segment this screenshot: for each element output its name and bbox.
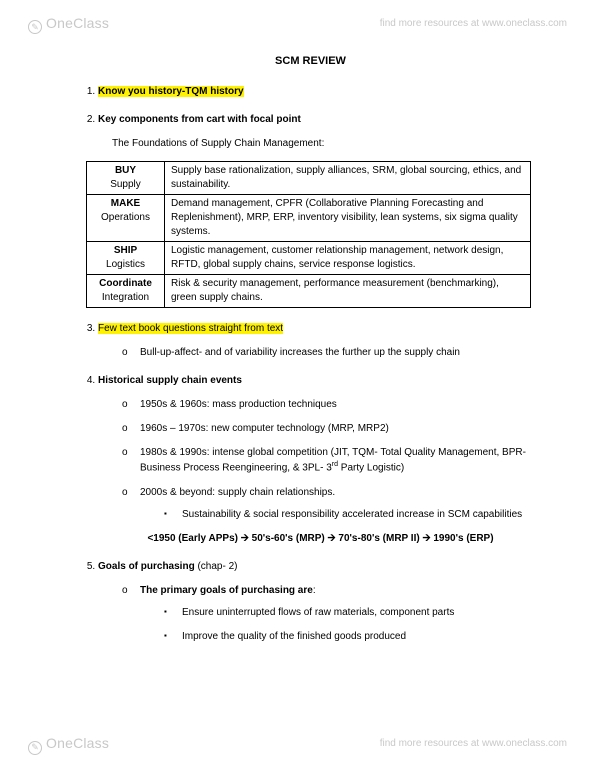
page-footer: ✎ OneClass find more resources at www.on… [0, 724, 595, 764]
goals-head: The primary goals of purchasing are: Ens… [122, 584, 543, 644]
list-item-1: Know you history-TQM history [98, 85, 543, 99]
goal-1: Ensure uninterrupted flows of raw materi… [164, 606, 543, 620]
foundations-heading: The Foundations of Supply Chain Manageme… [112, 137, 543, 151]
hist-bullet-4-sub-1: Sustainability & social responsibility a… [164, 508, 543, 522]
brand-logo: ✎ OneClass [28, 14, 109, 34]
item5-text: Goals of purchasing [98, 561, 195, 572]
hist-bullet-3: 1980s & 1990s: intense global competitio… [122, 446, 543, 475]
main-list: Know you history-TQM history Key compone… [78, 85, 543, 643]
goal-2: Improve the quality of the finished good… [164, 630, 543, 644]
foundations-table: BUYSupply Supply base rationalization, s… [86, 161, 531, 308]
logo-text-class: Class [73, 15, 109, 31]
item1-text: Know you history-TQM history [98, 86, 244, 97]
logo-text-class: Class [73, 735, 109, 751]
logo-icon: ✎ [28, 20, 42, 34]
list-item-5: Goals of purchasing (chap- 2) The primar… [98, 560, 543, 644]
page-header: ✎ OneClass find more resources at www.on… [0, 4, 595, 44]
logo-text-one: One [46, 15, 73, 31]
footer-tagline: find more resources at www.oneclass.com [380, 737, 567, 751]
hist-bullet-1: 1950s & 1960s: mass production technique… [122, 398, 543, 412]
item3-text: Few text book questions straight from te… [98, 323, 283, 334]
cell-desc: Supply base rationalization, supply alli… [165, 162, 531, 195]
cell-sub: Integration [102, 292, 149, 303]
list-item-2: Key components from cart with focal poin… [98, 113, 543, 308]
document-content: SCM REVIEW Know you history-TQM history … [78, 54, 543, 658]
cell-desc: Demand management, CPFR (Collaborative P… [165, 195, 531, 242]
cell-sub: Operations [101, 212, 150, 223]
list-item-4: Historical supply chain events 1950s & 1… [98, 374, 543, 545]
list-item-3: Few text book questions straight from te… [98, 322, 543, 360]
header-tagline: find more resources at www.oneclass.com [380, 17, 567, 31]
hist-bullet-2: 1960s – 1970s: new computer technology (… [122, 422, 543, 436]
logo-text-one: One [46, 735, 73, 751]
logo-icon: ✎ [28, 741, 42, 755]
table-row: SHIPLogistics Logistic management, custo… [87, 242, 531, 275]
cell-cat: MAKE [93, 197, 158, 211]
table-row: CoordinateIntegration Risk & security ma… [87, 275, 531, 308]
table-row: MAKEOperations Demand management, CPFR (… [87, 195, 531, 242]
cell-cat: SHIP [93, 244, 158, 258]
cell-desc: Risk & security management, performance … [165, 275, 531, 308]
timeline-text: <1950 (Early APPs) 🡪 50's-60's (MRP) 🡪 7… [98, 532, 543, 546]
cell-cat: Coordinate [93, 277, 158, 291]
table-row: BUYSupply Supply base rationalization, s… [87, 162, 531, 195]
cell-desc: Logistic management, customer relationsh… [165, 242, 531, 275]
brand-logo-footer: ✎ OneClass [28, 734, 109, 754]
hist-bullet-4: 2000s & beyond: supply chain relationshi… [122, 486, 543, 522]
item3-bullet-1: Bull-up-affect- and of variability incre… [122, 346, 543, 360]
cell-cat: BUY [93, 164, 158, 178]
cell-sub: Logistics [106, 259, 145, 270]
doc-title: SCM REVIEW [78, 54, 543, 69]
item4-text: Historical supply chain events [98, 375, 242, 386]
item5-chap: (chap- 2) [195, 561, 238, 572]
item2-text: Key components from cart with focal poin… [98, 114, 301, 125]
cell-sub: Supply [110, 179, 141, 190]
